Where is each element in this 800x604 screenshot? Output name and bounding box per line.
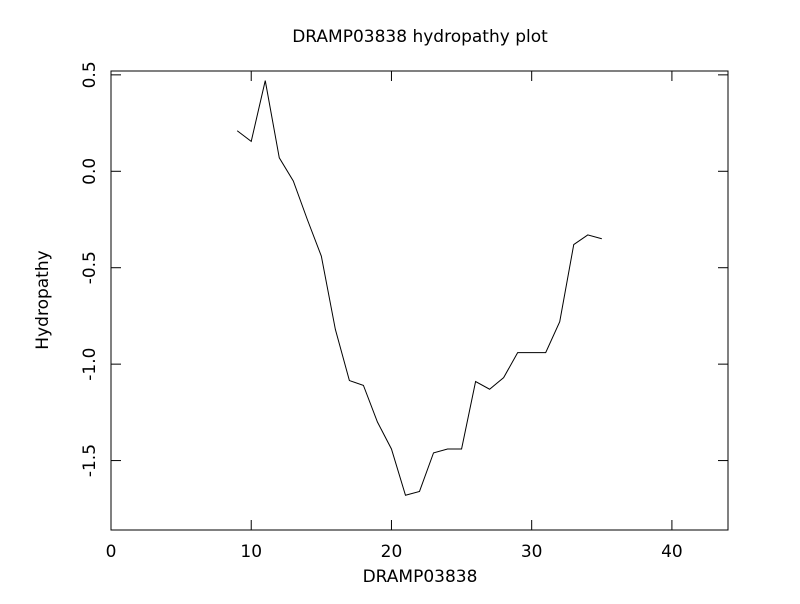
x-tick-label: 20 bbox=[381, 542, 403, 562]
x-tick-label: 10 bbox=[240, 542, 262, 562]
x-tick-label: 40 bbox=[661, 542, 683, 562]
x-tick-label: 0 bbox=[106, 542, 117, 562]
x-tick-label: 30 bbox=[521, 542, 543, 562]
y-tick-label: 0.0 bbox=[80, 158, 100, 185]
y-tick-label: -1.0 bbox=[80, 348, 100, 381]
plot-frame bbox=[110, 70, 729, 531]
y-tick-label: -1.5 bbox=[80, 444, 100, 477]
data-line bbox=[236, 80, 602, 496]
y-tick-label: 0.5 bbox=[80, 61, 100, 88]
chart-title: DRAMP03838 hydropathy plot bbox=[292, 27, 548, 47]
x-axis-label: DRAMP03838 bbox=[363, 567, 478, 587]
y-tick-label: -0.5 bbox=[80, 251, 100, 284]
y-axis-label: Hydropathy bbox=[33, 250, 53, 349]
